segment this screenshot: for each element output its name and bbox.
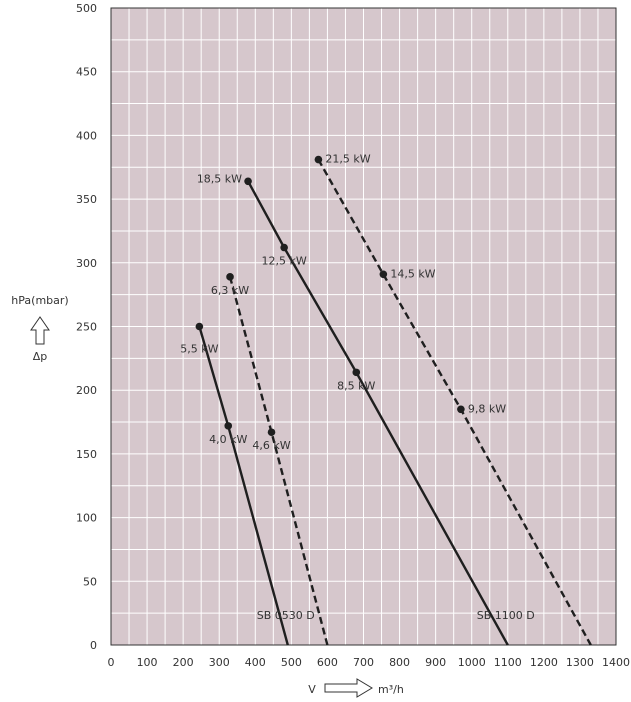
x-tick-label: 700 [353,656,374,669]
y-axis-label: hPa(mbar) [11,294,68,307]
series-line [317,159,592,646]
data-point [314,155,323,164]
data-point [226,273,234,281]
y-tick-label: 350 [76,193,97,206]
series-end-label: SB 0530 D [257,609,315,622]
data-point [379,270,388,279]
y-tick-label: 300 [76,257,97,270]
x-tick-label: 0 [108,656,115,669]
data-label: 4,6 kW [252,439,290,452]
data-point [224,422,233,430]
x-axis-arrow-icon [324,678,373,698]
y-tick-label: 500 [76,2,97,15]
x-tick-label: 800 [389,656,410,669]
y-tick-labels: 0 50 100 150 200 250 300 350 400 450 500 [76,2,97,652]
data-label: 12,5 kW [262,255,307,268]
data-label: 4,0 kW [209,433,247,446]
x-tick-label: 900 [425,656,446,669]
x-tick-label: 500 [281,656,302,669]
x-tick-label: 200 [173,656,194,669]
x-tick-label: 1400 [602,656,630,669]
y-tick-label: 450 [76,66,97,79]
data-label: 6,3 kW [211,284,249,297]
y-tick-label: 150 [76,448,97,461]
data-point [352,368,361,377]
x-tick-labels: 0 100 200 300 400 500 600 700 800 900 1000 1100 1200… [108,656,631,669]
data-label: 5,5 kW [180,343,218,356]
axes [110,7,617,646]
series-end-label: SB 1100 D [477,609,535,622]
y-tick-label: 0 [90,639,97,652]
plot-frame [110,7,617,646]
grid-lines [111,8,616,645]
data-label: 14,5 kW [390,267,435,280]
series-2: 6,3 kW 4,6 kW [211,273,329,646]
x-tick-label: 1300 [566,656,594,669]
y-tick-label: 50 [83,575,97,588]
data-point [244,177,252,186]
y-tick-label: 250 [76,321,97,334]
x-tick-label: 400 [245,656,266,669]
x-axis-unit: m³/h [378,683,404,696]
data-point [280,243,288,252]
x-axis-label: V [308,683,316,696]
y-tick-label: 400 [76,129,97,142]
data-label: 9,8 kW [468,402,506,415]
y-axis-arrow-icon [30,316,50,345]
series-line [247,180,509,646]
x-tick-label: 1100 [494,656,522,669]
x-tick-label: 1000 [458,656,486,669]
x-tick-label: 100 [137,656,158,669]
y-axis-symbol: Δp [33,350,48,363]
data-point [267,428,276,437]
x-tick-label: 600 [317,656,338,669]
x-tick-label: 1200 [530,656,558,669]
data-point [195,322,204,331]
data-point [457,405,465,414]
series-3: 18,5 kW 12,5 kW 8,5 kW SB 1100 D [197,172,535,646]
series-4: 21,5 kW 14,5 kW 9,8 kW [314,153,592,646]
data-label: 8,5 kW [337,379,375,392]
data-label: 18,5 kW [197,172,242,185]
y-tick-label: 100 [76,512,97,525]
y-tick-label: 200 [76,384,97,397]
x-tick-label: 300 [209,656,230,669]
series-1: 5,5 kW 4,0 kW SB 0530 D [180,322,315,646]
data-label: 21,5 kW [325,153,370,166]
